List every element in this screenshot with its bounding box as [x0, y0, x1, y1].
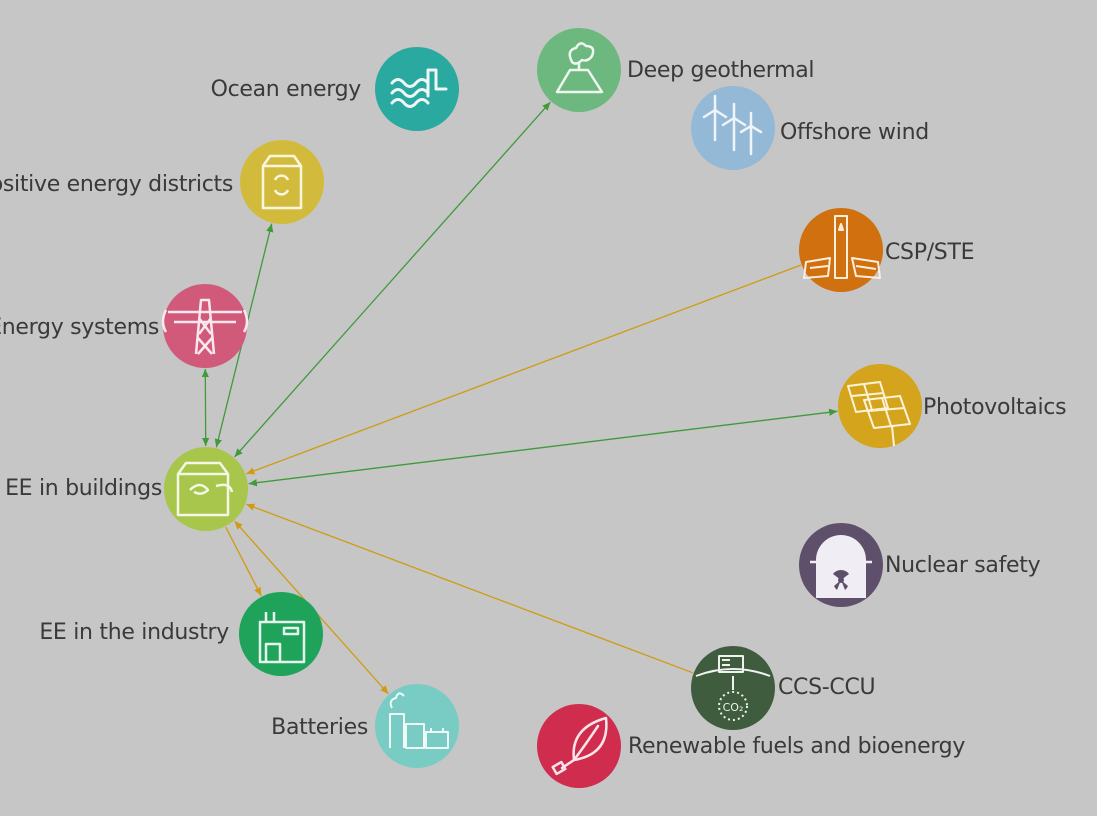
node-csp-ste[interactable] — [799, 208, 883, 292]
label-nuclear-safety: Nuclear safety — [885, 553, 1041, 578]
node-renewable-fuels-bioenergy[interactable] — [537, 704, 621, 788]
solar-panel-icon — [847, 381, 911, 447]
label-offshore-wind: Offshore wind — [780, 120, 929, 145]
factory-icon — [258, 612, 306, 664]
co2-capture-icon: CO₂ — [695, 655, 771, 721]
solar-tower-icon — [803, 215, 881, 279]
label-photovoltaics: Photovoltaics — [923, 395, 1067, 420]
node-ocean-circle — [375, 47, 459, 131]
node-batteries-circle — [375, 684, 459, 768]
node-deep-geothermal[interactable] — [537, 28, 621, 112]
node-renewable-fuels-circle — [537, 704, 621, 788]
label-ee-in-buildings: EE in buildings — [5, 476, 162, 501]
node-photovoltaics[interactable] — [838, 364, 922, 448]
node-positive-energy-districts[interactable] — [240, 140, 324, 224]
label-positive-energy-districts: Positive energy districts — [0, 172, 233, 197]
node-photovoltaics-circle — [838, 364, 922, 448]
wave-icon — [390, 68, 448, 108]
label-ocean-energy: Ocean energy — [210, 77, 362, 102]
node-ee-industry-circle — [239, 592, 323, 676]
node-energy-systems[interactable] — [161, 284, 249, 368]
edge-csp-ee_buildings — [245, 264, 802, 475]
node-ee-in-the-industry[interactable] — [239, 592, 323, 676]
edges-layer — [201, 101, 838, 695]
edge-ee_buildings-geothermal — [234, 101, 551, 458]
label-batteries: Batteries — [271, 715, 368, 740]
node-offshore-wind[interactable] — [691, 86, 775, 170]
wind-turbine-icon — [702, 94, 763, 156]
node-positive-districts-circle — [240, 140, 324, 224]
house-recycle-icon — [261, 154, 303, 210]
label-energy-systems: Energy systems — [0, 315, 159, 340]
pylon-icon — [161, 298, 249, 355]
node-ocean-energy[interactable] — [375, 47, 459, 131]
battery-plant-icon — [389, 692, 449, 749]
node-nuclear-safety[interactable] — [799, 523, 883, 607]
node-batteries[interactable] — [375, 684, 459, 768]
node-ccs-ccu[interactable]: CO₂ — [691, 646, 775, 730]
leaf-plug-icon — [551, 716, 608, 776]
building-efficiency-icon — [176, 461, 234, 517]
label-ccs-ccu: CCS-CCU — [778, 675, 876, 700]
edge-ee_buildings-photovoltaics — [248, 408, 838, 487]
svg-text:CO₂: CO₂ — [723, 701, 744, 714]
label-csp-ste: CSP/STE — [885, 240, 975, 265]
node-csp-circle — [799, 208, 883, 292]
volcano-icon — [555, 42, 604, 94]
node-ee-in-buildings[interactable] — [164, 447, 248, 531]
edge-ee_buildings-ee_industry — [225, 526, 262, 597]
label-deep-geothermal: Deep geothermal — [627, 58, 815, 83]
nuclear-reactor-icon — [810, 535, 872, 598]
label-ee-in-the-industry: EE in the industry — [39, 620, 229, 645]
label-renewable-fuels-bioenergy: Renewable fuels and bioenergy — [628, 734, 966, 759]
